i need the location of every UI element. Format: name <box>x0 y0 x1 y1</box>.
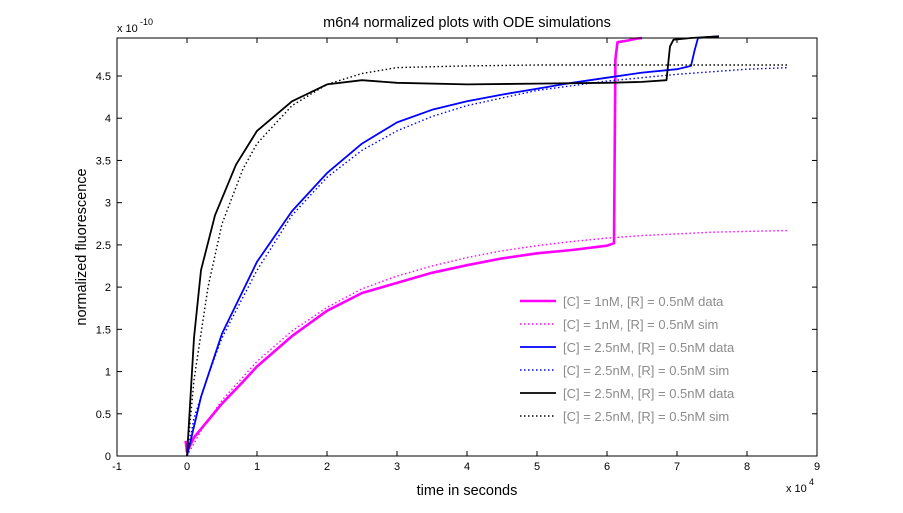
y-tick-label: 1 <box>105 367 111 379</box>
y-tick-label: 2 <box>105 282 111 294</box>
x-tick-label: 7 <box>674 461 680 473</box>
y-tick-label: 0 <box>105 451 111 463</box>
legend-label: [C] = 1nM, [R] = 0.5nM sim <box>563 317 718 332</box>
x-multiplier-exponent: 4 <box>809 477 814 487</box>
series-line-6-sim <box>186 64 789 457</box>
x-tick-label: 8 <box>744 461 750 473</box>
y-tick-label: 1.5 <box>96 324 111 336</box>
x-axis-label: time in seconds <box>417 483 518 499</box>
y-tick-label: 3 <box>105 198 111 210</box>
y-tick-label: 2.5 <box>96 240 111 252</box>
x-tick-label: 1 <box>254 461 260 473</box>
y-multiplier: x 10 -10 <box>117 17 153 35</box>
y-axis-label: normalized fluorescence <box>74 168 90 325</box>
x-tick-label: 2 <box>324 461 330 473</box>
x-tick-label: -1 <box>112 461 122 473</box>
series-line-3-data <box>186 35 720 457</box>
series-line-1-data <box>184 36 643 454</box>
x-tick-label: 9 <box>814 461 820 473</box>
legend-label: [C] = 2.5nM, [R] = 0.5nM data <box>563 386 735 401</box>
y-tick-label: 4 <box>105 113 111 125</box>
legend-label: [C] = 1nM, [R] = 0.5nM data <box>563 294 724 309</box>
series-lines <box>184 35 790 457</box>
y-tick-label: 0.5 <box>96 409 111 421</box>
series-line-4-sim <box>186 66 790 457</box>
legend: [C] = 1nM, [R] = 0.5nM data [C] = 1nM, [R… <box>520 294 735 424</box>
legend-label: [C] = 2.5nM, [R] = 0.5nM sim <box>563 363 729 378</box>
x-tick-label: 5 <box>534 461 540 473</box>
series-line-2-sim <box>186 229 790 457</box>
x-tick-label: 0 <box>184 461 190 473</box>
legend-label: [C] = 2.5nM, [R] = 0.5nM sim <box>563 409 729 424</box>
plot-frame <box>116 37 818 457</box>
y-multiplier-base: x 10 <box>117 23 138 35</box>
x-tick-label: 4 <box>464 461 470 473</box>
x-tick-label: 6 <box>604 461 610 473</box>
x-tick-label: 3 <box>394 461 400 473</box>
series-line-5-data <box>186 35 720 457</box>
x-multiplier-base: x 10 <box>786 483 807 495</box>
chart-title: m6n4 normalized plots with ODE simulatio… <box>323 15 611 31</box>
y-tick-label: 4.5 <box>96 71 111 83</box>
x-multiplier: x 10 4 <box>786 477 814 495</box>
legend-label: [C] = 2.5nM, [R] = 0.5nM data <box>563 340 735 355</box>
y-tick-label: 3.5 <box>96 155 111 167</box>
y-multiplier-exponent: -10 <box>140 17 153 27</box>
